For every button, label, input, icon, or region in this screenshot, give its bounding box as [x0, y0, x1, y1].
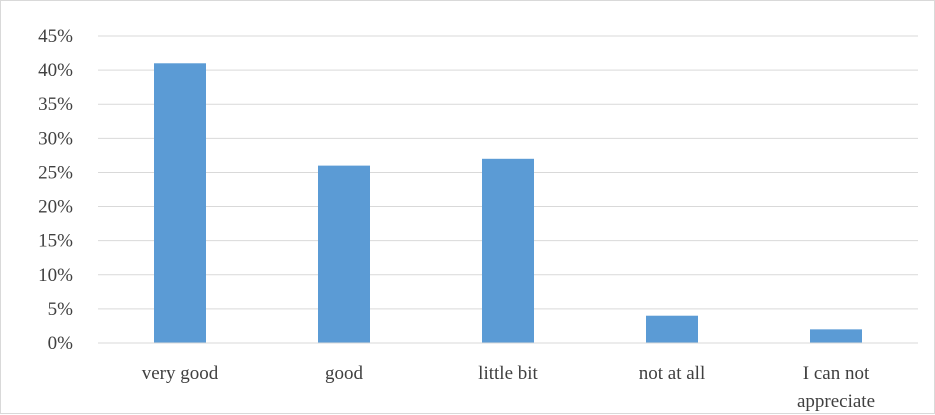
bar [810, 329, 862, 343]
y-tick-label: 30% [38, 128, 73, 149]
y-tick-label: 45% [38, 26, 73, 47]
y-tick-label: 10% [38, 265, 73, 286]
x-axis-labels: very good good little bit not at all I can n… [142, 363, 875, 412]
x-category-label: good [325, 363, 364, 384]
bar [154, 63, 206, 344]
bar [318, 165, 370, 343]
y-tick-label: 35% [38, 94, 73, 115]
y-tick-label: 25% [38, 162, 73, 183]
x-category-label: appreciate [797, 391, 875, 412]
x-category-label: little bit [478, 363, 538, 384]
x-category-label: very good [142, 363, 219, 384]
bar [482, 158, 534, 343]
y-tick-label: 40% [38, 60, 73, 81]
x-category-label: not at all [639, 363, 705, 384]
y-axis-ticks: 0% 5% 10% 15% 20% 25% 30% 35% 40% 45% [38, 26, 73, 354]
x-category-label: I can not [803, 363, 870, 384]
y-tick-label: 20% [38, 197, 73, 218]
y-tick-label: 0% [48, 333, 74, 354]
y-tick-label: 15% [38, 231, 73, 252]
y-tick-label: 5% [48, 299, 74, 320]
bar [646, 315, 698, 343]
bars [154, 63, 862, 344]
